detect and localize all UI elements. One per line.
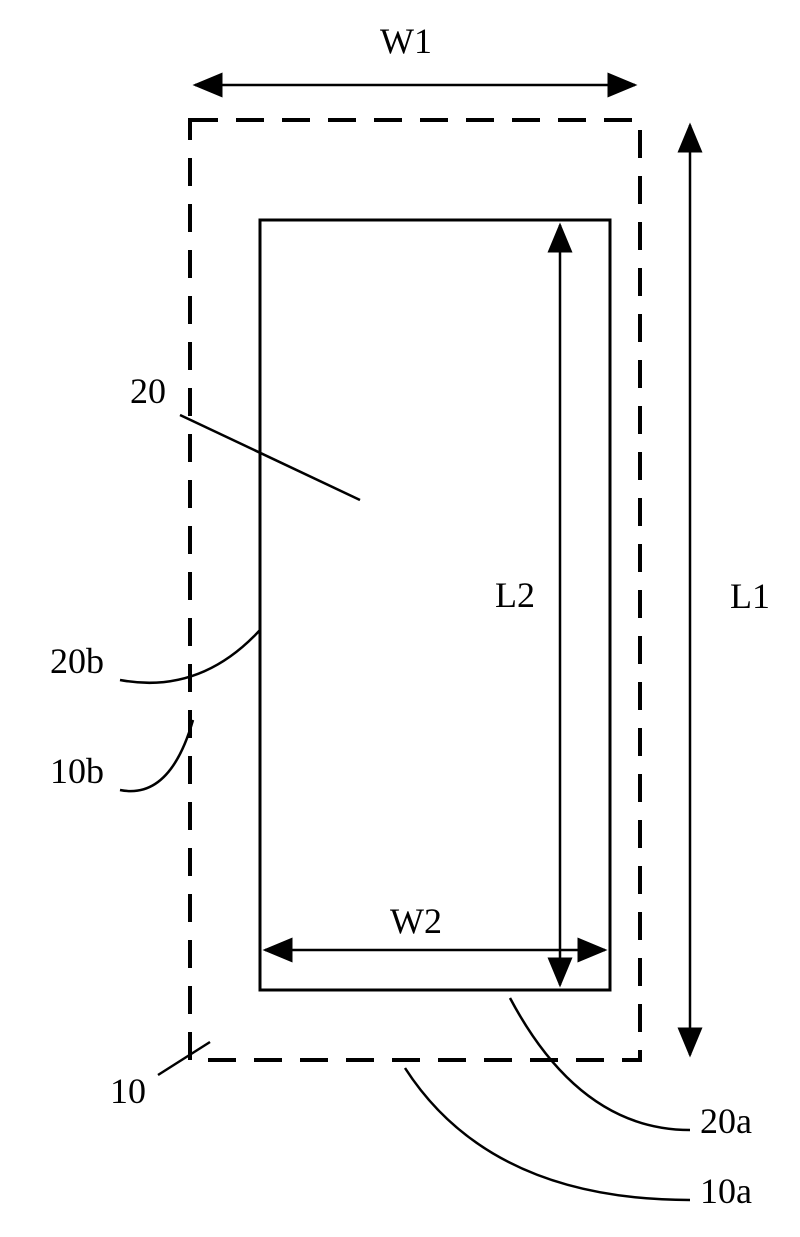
leader-10b [120,720,193,791]
label-20b: 20b [50,640,104,682]
inner-rect [260,220,610,990]
label-10b: 10b [50,750,104,792]
label-10: 10 [110,1070,146,1112]
label-20: 20 [130,370,166,412]
label-10a: 10a [700,1170,752,1212]
label-l1: L1 [730,575,770,617]
label-w1: W1 [380,20,432,62]
label-20a: 20a [700,1100,752,1142]
leader-10 [158,1042,210,1075]
leader-20 [180,415,360,500]
leader-20a [510,998,690,1130]
leader-10a [405,1068,690,1200]
label-w2: W2 [390,900,442,942]
diagram-container: W1 L1 W2 L2 20 20b 10b 10 20a 10a [0,0,800,1237]
label-l2: L2 [495,574,535,616]
diagram-svg [0,0,800,1237]
